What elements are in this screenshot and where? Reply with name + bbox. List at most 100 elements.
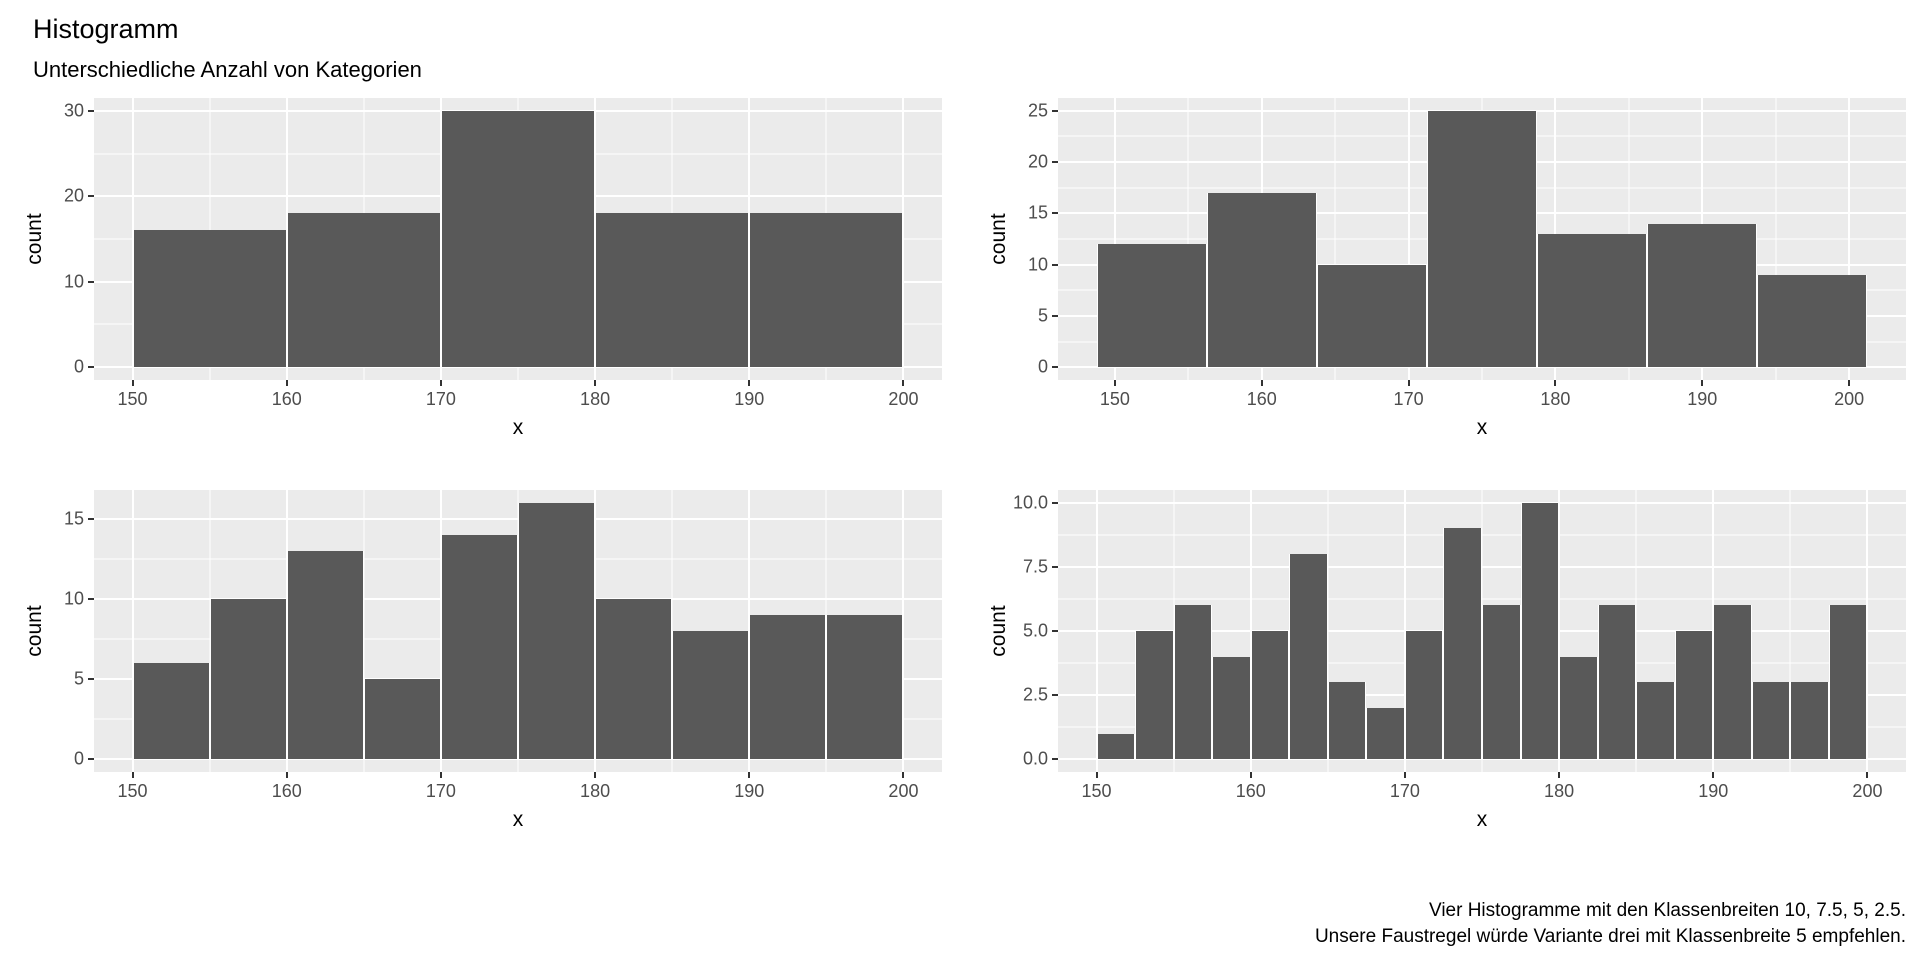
gridline-y-major <box>1058 501 1906 504</box>
histogram-binwidth-5: count 0 5 10 15 150 160 170 180 190 200 x <box>20 490 942 834</box>
x-tick-mark <box>1113 380 1116 386</box>
histogram-bar <box>1537 233 1648 368</box>
y-axis-title-text: count <box>23 605 46 657</box>
histogram-bar <box>1636 682 1675 760</box>
x-tick-label: 180 <box>580 781 611 801</box>
x-tick-label: 180 <box>1544 781 1575 801</box>
caption-line-1: Vier Histogramme mit den Klassenbreiten … <box>1428 900 1906 921</box>
gridline-x-minor <box>363 490 365 772</box>
y-tick-label: 0.0 <box>1022 748 1048 769</box>
gridline-x-major <box>1558 490 1561 772</box>
histogram-bar <box>1443 528 1482 760</box>
x-axis-labels: 150 160 170 180 190 200 <box>94 772 942 804</box>
histogram-bar <box>826 614 904 760</box>
gridline-x-minor <box>1334 98 1336 380</box>
x-tick-mark <box>1403 772 1406 778</box>
y-tick-label: 0 <box>73 356 84 377</box>
x-tick-mark <box>1712 772 1715 778</box>
gridline-x-major <box>1866 490 1869 772</box>
histogram-bar <box>1250 631 1290 760</box>
x-tick-mark <box>439 772 442 778</box>
gridline-x-major <box>902 490 905 772</box>
histogram-bar <box>1426 110 1538 368</box>
histogram-bar <box>132 663 210 760</box>
histogram-bar <box>672 631 750 760</box>
x-tick-mark <box>594 380 597 386</box>
histogram-bar <box>1482 605 1521 760</box>
x-tick-mark <box>1095 772 1098 778</box>
y-tick-label: 15 <box>1027 202 1048 223</box>
histogram-bar <box>209 598 287 760</box>
y-tick-mark <box>1052 630 1058 632</box>
x-axis-labels: 150 160 170 180 190 200 <box>94 380 942 412</box>
histogram-bar <box>1597 605 1637 760</box>
x-tick-label: 190 <box>734 389 765 409</box>
y-tick-mark <box>88 366 94 369</box>
y-tick-label: 25 <box>1027 100 1048 121</box>
y-tick-mark <box>1052 694 1058 697</box>
histogram-bar <box>1212 656 1251 760</box>
histogram-bar <box>1757 274 1868 368</box>
x-tick-mark <box>285 380 288 386</box>
x-tick-mark <box>594 772 597 778</box>
histogram-bar <box>1404 631 1444 760</box>
y-tick-label: 10 <box>1027 254 1048 275</box>
histogram-bar <box>1096 244 1207 368</box>
charts-grid: count 0 10 20 30 150 160 170 180 190 200 x count… <box>0 84 1920 834</box>
x-tick-mark <box>1260 380 1263 386</box>
y-tick-mark <box>88 109 94 112</box>
histogram-binwidth-2.5: count 0.0 2.5 5.0 7.5 10.0 150 160 170 180 190 20… <box>984 490 1906 834</box>
y-tick-label: 5 <box>1037 305 1048 326</box>
y-tick-label: 20 <box>63 185 84 206</box>
x-tick-mark <box>1701 380 1704 386</box>
y-axis-title-text: count <box>23 213 46 265</box>
x-tick-label: 170 <box>425 781 456 801</box>
x-tick-mark <box>1407 380 1410 386</box>
histogram-bar <box>1751 682 1791 760</box>
gridline-x-minor <box>1775 98 1777 380</box>
y-tick-label: 20 <box>1027 151 1048 172</box>
x-tick-label: 150 <box>117 389 148 409</box>
histogram-bar <box>595 598 673 760</box>
y-tick-mark <box>88 517 94 520</box>
y-axis-labels: 0 5 10 15 <box>50 490 94 772</box>
x-tick-label: 190 <box>1698 781 1729 801</box>
x-tick-label: 190 <box>1687 389 1718 409</box>
gridline-x-major <box>1095 490 1098 772</box>
x-tick-mark <box>748 380 751 386</box>
x-tick-label: 190 <box>734 781 765 801</box>
gridline-x-major <box>902 98 905 380</box>
x-tick-mark <box>902 772 905 778</box>
histogram-bar <box>440 110 596 368</box>
histogram-bar <box>1316 264 1427 368</box>
histogram-bar <box>1520 502 1560 760</box>
histogram-bar <box>749 213 904 368</box>
x-tick-mark <box>1848 380 1851 386</box>
histogram-bar <box>595 213 750 368</box>
gridline-x-major <box>131 490 134 772</box>
y-tick-mark <box>1052 212 1058 215</box>
y-tick-mark <box>1052 366 1058 369</box>
x-tick-label: 150 <box>1081 781 1112 801</box>
x-tick-mark <box>131 772 134 778</box>
y-axis-title-text: count <box>987 213 1010 265</box>
y-axis-labels: 0 10 20 30 <box>50 98 94 380</box>
plot-header: Histogramm Unterschiedliche Anzahl von K… <box>0 0 1920 84</box>
y-tick-label: 0 <box>1037 356 1048 377</box>
histogram-bar <box>1096 733 1136 760</box>
y-tick-mark <box>1052 501 1058 504</box>
histogram-bar <box>1647 223 1758 368</box>
x-axis-title: x <box>1476 808 1488 831</box>
x-tick-label: 170 <box>425 389 456 409</box>
y-tick-mark <box>88 597 94 600</box>
plot-area <box>94 490 942 772</box>
histogram-bar <box>1559 656 1598 760</box>
x-tick-label: 170 <box>1389 781 1420 801</box>
histogram-bar <box>749 614 827 760</box>
x-tick-label: 200 <box>888 781 919 801</box>
gridline-x-major <box>1113 98 1116 380</box>
histogram-bar <box>1366 707 1405 760</box>
x-tick-label: 160 <box>271 389 302 409</box>
y-axis-labels: 0.0 2.5 5.0 7.5 10.0 <box>1013 490 1058 772</box>
x-axis-title: x <box>512 416 524 439</box>
